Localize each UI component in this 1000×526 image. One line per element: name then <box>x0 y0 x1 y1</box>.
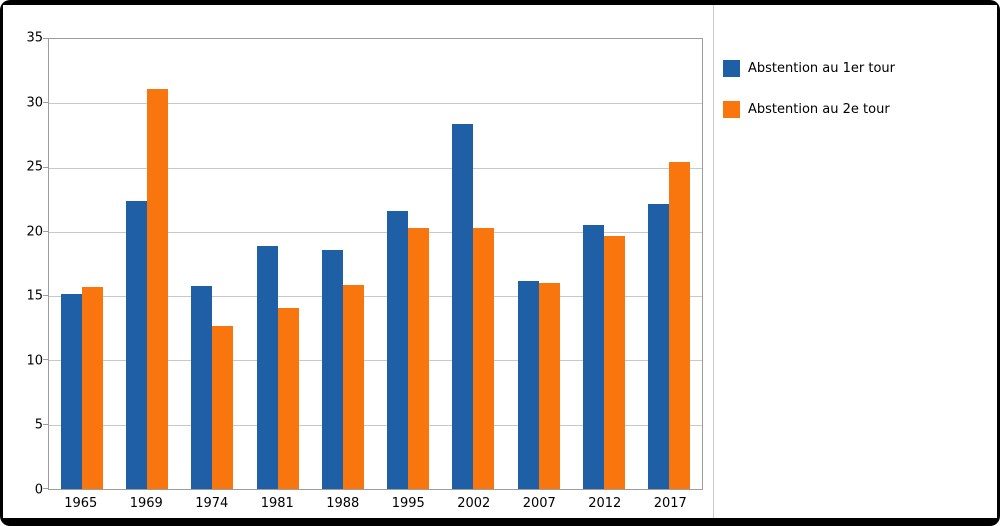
legend: Abstention au 1er tour Abstention au 2e t… <box>723 60 895 118</box>
y-tick-mark <box>43 102 49 104</box>
x-tick-label: 1988 <box>326 496 360 511</box>
y-tick-label: 35 <box>26 30 43 46</box>
y-axis-labels: 0 5 10 15 20 25 30 35 <box>9 31 43 498</box>
x-tick-label: 1981 <box>260 496 294 511</box>
bar <box>60 293 82 489</box>
y-tick-label: 5 <box>34 417 43 433</box>
bar <box>583 225 605 489</box>
y-tick-label: 20 <box>26 224 43 240</box>
bar <box>648 203 670 489</box>
bar <box>125 201 147 489</box>
x-tick-label: 2017 <box>653 496 687 511</box>
y-tick-label: 25 <box>26 159 43 175</box>
bar <box>277 307 299 489</box>
chart-panel: 0 5 10 15 20 25 30 35 1965 1969 1974 1981 1988 1995 2… <box>3 5 714 518</box>
y-tick-mark <box>43 38 49 39</box>
bar <box>538 283 560 489</box>
plot-area <box>43 38 703 490</box>
bar-group <box>125 39 168 489</box>
x-tick-label: 1974 <box>195 496 229 511</box>
x-tick-label: 2007 <box>522 496 556 511</box>
legend-label: Abstention au 2e tour <box>748 102 890 117</box>
gridlines <box>49 39 702 489</box>
legend-item: Abstention au 2e tour <box>723 101 895 118</box>
x-axis-labels: 1965 1969 1974 1981 1988 1995 2002 2007 2012 2017 <box>48 496 703 511</box>
gridline <box>49 360 702 362</box>
bar-group <box>387 39 430 489</box>
y-tick-label: 30 <box>26 95 43 111</box>
y-tick-mark <box>43 423 49 425</box>
bar-group <box>191 39 234 489</box>
x-tick-label: 2002 <box>457 496 491 511</box>
bar <box>342 284 364 489</box>
x-tick-label: 1969 <box>129 496 163 511</box>
bar <box>212 325 234 489</box>
bar-group <box>517 39 560 489</box>
bar-group <box>452 39 495 489</box>
chart-background-panel: 0 5 10 15 20 25 30 35 1965 1969 1974 1981 1988 1995 2… <box>3 5 997 518</box>
bar-group <box>256 39 299 489</box>
bar <box>256 246 278 489</box>
bar <box>387 211 409 489</box>
y-tick-mark <box>43 166 49 168</box>
bar <box>473 228 495 489</box>
x-tick-label: 1995 <box>391 496 425 511</box>
gridline <box>49 231 702 233</box>
bar <box>517 280 539 489</box>
y-tick-label: 10 <box>26 353 43 369</box>
y-tick-label: 15 <box>26 288 43 304</box>
bar <box>604 235 626 489</box>
bar <box>321 249 343 489</box>
y-tick-label: 0 <box>34 482 43 498</box>
bar-groups <box>49 39 702 489</box>
legend-label: Abstention au 1er tour <box>748 61 896 76</box>
bar <box>408 228 430 489</box>
y-tick-mark <box>43 295 49 297</box>
legend-swatch <box>723 60 740 77</box>
x-tick-label: 2012 <box>588 496 622 511</box>
y-tick-mark <box>43 488 49 489</box>
bar-group <box>60 39 103 489</box>
gridline <box>49 296 702 298</box>
bar-group <box>583 39 626 489</box>
y-tick-mark <box>43 359 49 361</box>
bar-group <box>648 39 691 489</box>
gridline <box>49 167 702 169</box>
bar-group <box>321 39 364 489</box>
bar <box>191 285 213 489</box>
gridline <box>49 103 702 105</box>
legend-item: Abstention au 1er tour <box>723 60 895 77</box>
bar <box>146 89 168 489</box>
bar <box>669 162 691 489</box>
legend-swatch <box>723 101 740 118</box>
bar <box>452 123 474 489</box>
bar <box>81 287 103 489</box>
y-tick-mark <box>43 230 49 232</box>
gridline <box>49 424 702 426</box>
x-tick-label: 1965 <box>64 496 98 511</box>
